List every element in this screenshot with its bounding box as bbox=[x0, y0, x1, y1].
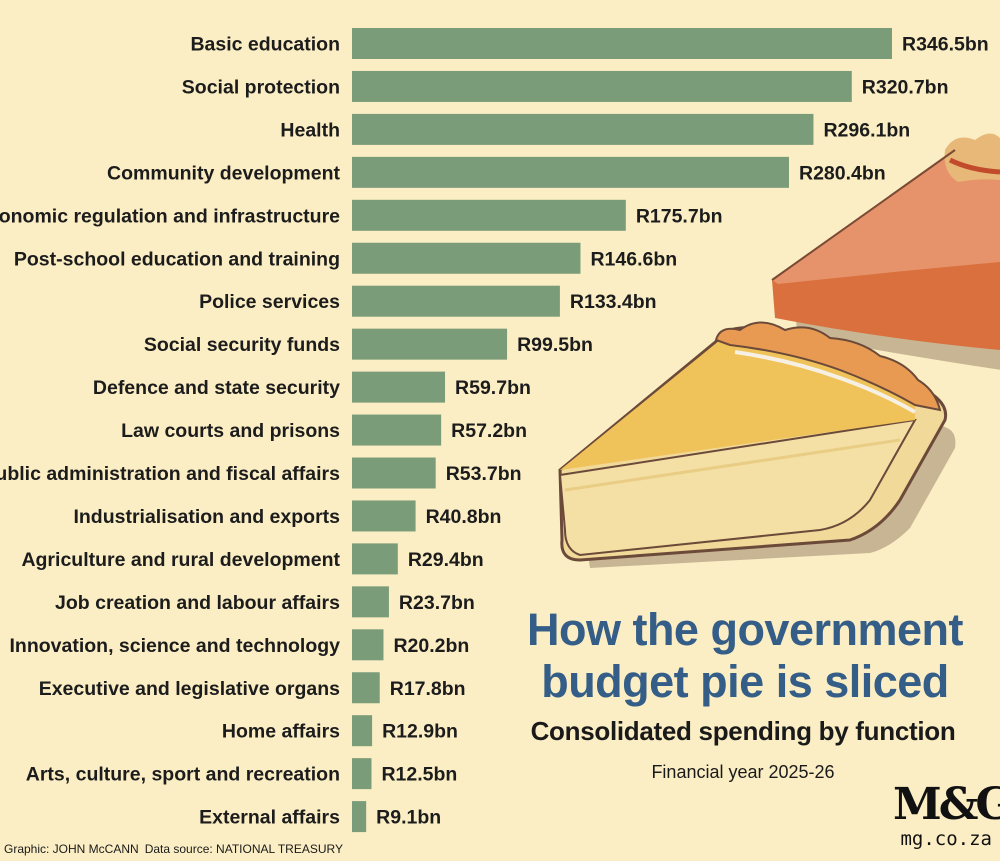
category-label: Public administration and fiscal affairs bbox=[0, 463, 340, 485]
bar bbox=[352, 285, 560, 317]
bar bbox=[352, 328, 508, 360]
financial-year-note: Financial year 2025-26 bbox=[651, 762, 835, 782]
bar bbox=[352, 371, 446, 403]
mg-logo: M&G bbox=[893, 779, 1000, 830]
bar bbox=[352, 70, 852, 102]
value-label: R99.5bn bbox=[517, 334, 593, 356]
category-label: Home affairs bbox=[222, 721, 340, 743]
category-label: External affairs bbox=[199, 807, 340, 829]
value-label: R40.8bn bbox=[426, 506, 502, 528]
value-label: R57.2bn bbox=[451, 420, 527, 442]
yellow-pie-slice bbox=[558, 321, 956, 568]
value-label: R280.4bn bbox=[799, 162, 886, 184]
bar bbox=[352, 715, 373, 747]
value-label: R346.5bn bbox=[902, 34, 989, 56]
bar bbox=[352, 758, 372, 790]
graphic-credit: Graphic: JOHN McCANN bbox=[4, 842, 139, 856]
category-label: Job creation and labour affairs bbox=[55, 592, 340, 614]
chart-subtitle: Consolidated spending by function bbox=[530, 716, 956, 746]
bar bbox=[352, 113, 814, 145]
category-label: Defence and state security bbox=[93, 377, 340, 399]
value-label: R133.4bn bbox=[570, 291, 657, 313]
bar bbox=[352, 586, 389, 618]
chart-title: How the government budget pie is sliced bbox=[520, 604, 970, 708]
category-label: Executive and legislative organs bbox=[39, 678, 340, 700]
category-label: Innovation, science and technology bbox=[10, 635, 341, 657]
value-label: R12.9bn bbox=[382, 721, 458, 743]
value-label: R146.6bn bbox=[590, 248, 677, 270]
bar bbox=[352, 457, 436, 489]
category-label: Law courts and prisons bbox=[121, 420, 340, 442]
value-label: R23.7bn bbox=[399, 592, 475, 614]
category-label: Post-school education and training bbox=[14, 248, 340, 270]
category-label: Arts, culture, sport and recreation bbox=[26, 764, 340, 786]
category-label: Health bbox=[280, 119, 340, 141]
value-label: R17.8bn bbox=[390, 678, 466, 700]
category-label: Agriculture and rural development bbox=[21, 549, 340, 571]
bar bbox=[352, 414, 442, 446]
category-label: Community development bbox=[107, 162, 340, 184]
category-label: Economic regulation and infrastructure bbox=[0, 205, 340, 227]
category-label: Basic education bbox=[190, 34, 340, 56]
category-label: Social protection bbox=[182, 76, 340, 98]
chart-title-line-1: How the government bbox=[526, 604, 964, 655]
bar bbox=[352, 242, 581, 274]
bar bbox=[352, 543, 398, 575]
value-label: R20.2bn bbox=[393, 635, 469, 657]
value-label: R53.7bn bbox=[446, 463, 522, 485]
bar bbox=[352, 199, 626, 231]
chart-title-line-2: budget pie is sliced bbox=[541, 656, 949, 707]
bar bbox=[352, 500, 416, 532]
value-label: R9.1bn bbox=[376, 807, 441, 829]
value-label: R175.7bn bbox=[636, 205, 723, 227]
category-label: Police services bbox=[199, 291, 340, 313]
value-label: R29.4bn bbox=[408, 549, 484, 571]
value-label: R296.1bn bbox=[823, 119, 910, 141]
bar bbox=[352, 629, 384, 661]
credits-line: Graphic: JOHN McCANN Data source: NATIONA… bbox=[4, 842, 343, 856]
orange-pie-slice bbox=[771, 133, 1000, 370]
data-source-credit: Data source: NATIONAL TREASURY bbox=[144, 842, 343, 856]
site-url: mg.co.za bbox=[900, 828, 992, 850]
category-label: Industrialisation and exports bbox=[73, 506, 340, 528]
bar bbox=[352, 801, 367, 833]
value-label: R320.7bn bbox=[862, 76, 949, 98]
value-label: R59.7bn bbox=[455, 377, 531, 399]
bar bbox=[352, 156, 789, 188]
bar bbox=[352, 28, 892, 59]
category-label: Social security funds bbox=[144, 334, 340, 356]
bar bbox=[352, 672, 380, 704]
value-label: R12.5bn bbox=[381, 764, 457, 786]
